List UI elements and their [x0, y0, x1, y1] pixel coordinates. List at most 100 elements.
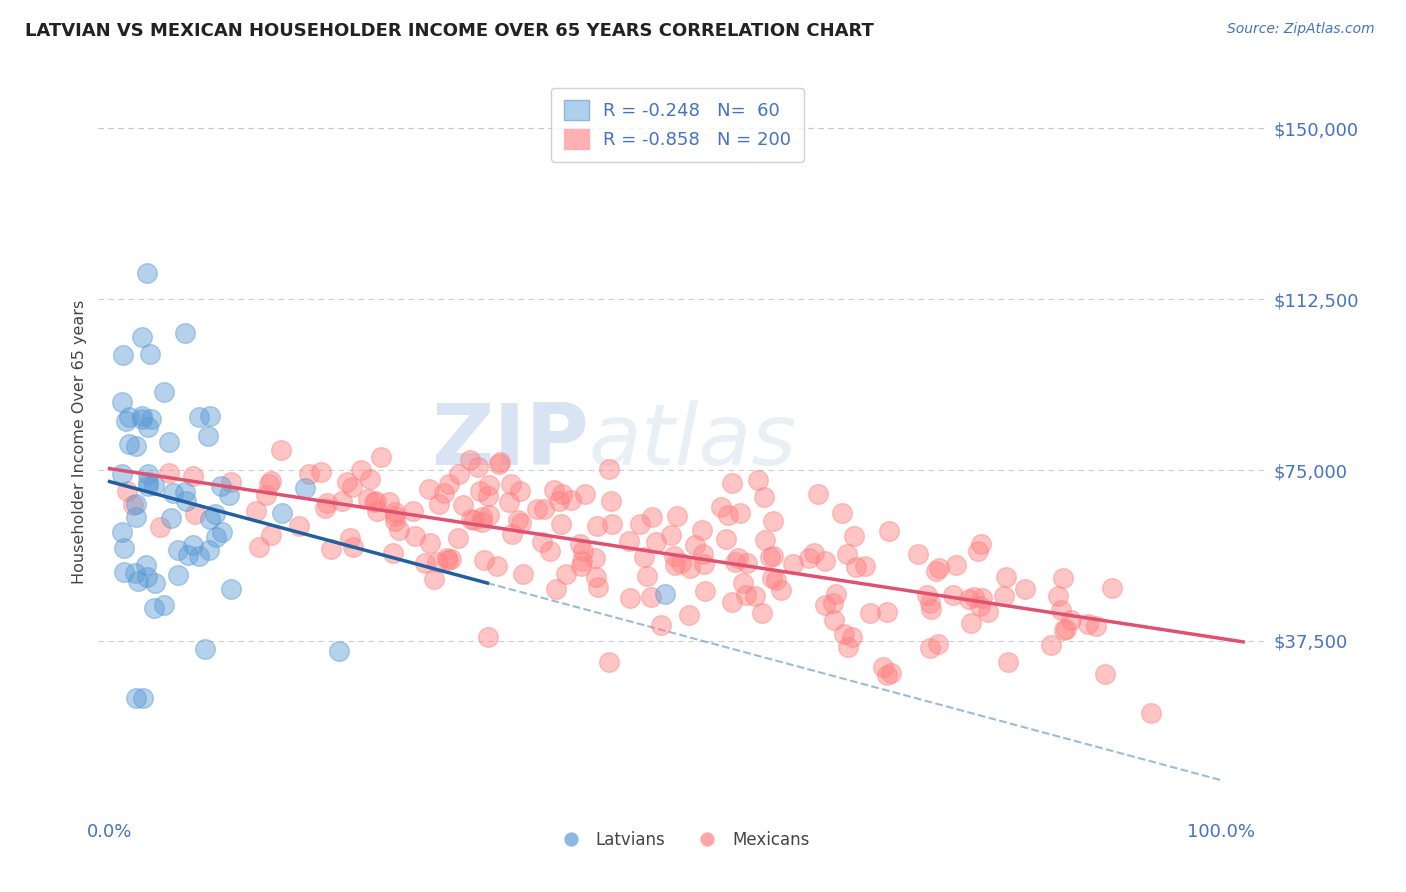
Point	[460, 512, 482, 526]
Point	[194, 641, 217, 656]
Point	[112, 541, 135, 556]
Point	[928, 561, 950, 575]
Point	[531, 534, 554, 549]
Point	[650, 617, 672, 632]
Point	[136, 479, 159, 493]
Point	[187, 409, 209, 424]
Point	[598, 655, 620, 669]
Point	[970, 537, 993, 551]
Point	[387, 524, 409, 538]
Point	[330, 493, 353, 508]
Point	[853, 559, 876, 574]
Point	[427, 497, 450, 511]
Point	[997, 655, 1019, 669]
Point	[501, 527, 523, 541]
Point	[560, 493, 582, 508]
Point	[665, 509, 688, 524]
Point	[845, 560, 868, 574]
Point	[111, 525, 134, 540]
Point	[219, 475, 242, 490]
Point	[458, 452, 481, 467]
Point	[181, 538, 204, 552]
Point	[245, 503, 267, 517]
Point	[572, 544, 595, 558]
Point	[831, 506, 853, 520]
Point	[574, 486, 596, 500]
Point	[837, 640, 859, 655]
Point	[619, 591, 641, 605]
Point	[247, 540, 270, 554]
Point	[825, 587, 848, 601]
Point	[463, 512, 485, 526]
Point	[759, 549, 782, 564]
Point	[963, 590, 986, 604]
Point	[418, 482, 440, 496]
Point	[366, 494, 388, 508]
Point	[942, 588, 965, 602]
Point	[814, 553, 837, 567]
Point	[692, 547, 714, 561]
Point	[679, 561, 702, 575]
Point	[157, 435, 180, 450]
Point	[721, 475, 744, 490]
Point	[1014, 582, 1036, 596]
Point	[342, 480, 364, 494]
Point	[1053, 624, 1076, 638]
Point	[671, 556, 693, 570]
Point	[832, 627, 855, 641]
Point	[413, 556, 436, 570]
Point	[993, 590, 1015, 604]
Point	[363, 495, 385, 509]
Point	[298, 467, 321, 481]
Point	[664, 558, 686, 573]
Point	[628, 517, 651, 532]
Point	[1085, 619, 1108, 633]
Point	[342, 541, 364, 555]
Point	[555, 566, 578, 581]
Point	[823, 596, 845, 610]
Point	[419, 536, 441, 550]
Point	[142, 601, 165, 615]
Point	[339, 531, 361, 545]
Point	[1054, 622, 1077, 636]
Point	[571, 554, 593, 568]
Point	[198, 543, 221, 558]
Point	[770, 582, 793, 597]
Point	[384, 514, 406, 528]
Point	[716, 532, 738, 546]
Point	[198, 409, 221, 423]
Point	[876, 668, 898, 682]
Y-axis label: Householder Income Over 65 years: Householder Income Over 65 years	[72, 300, 87, 583]
Point	[136, 475, 159, 489]
Point	[842, 529, 865, 543]
Point	[823, 613, 845, 627]
Point	[600, 516, 623, 531]
Point	[690, 523, 713, 537]
Point	[876, 605, 898, 619]
Point	[467, 459, 489, 474]
Point	[260, 527, 283, 541]
Point	[472, 553, 495, 567]
Point	[111, 467, 134, 481]
Point	[499, 477, 522, 491]
Point	[762, 549, 785, 563]
Point	[468, 483, 491, 498]
Point	[641, 510, 664, 524]
Point	[1139, 706, 1161, 720]
Point	[477, 489, 499, 503]
Point	[136, 467, 159, 482]
Point	[143, 477, 166, 491]
Point	[814, 598, 837, 612]
Text: Source: ZipAtlas.com: Source: ZipAtlas.com	[1227, 22, 1375, 37]
Point	[446, 531, 468, 545]
Point	[118, 437, 141, 451]
Point	[550, 487, 572, 501]
Point	[841, 631, 863, 645]
Point	[543, 483, 565, 498]
Point	[752, 491, 775, 505]
Point	[350, 463, 373, 477]
Point	[970, 591, 993, 605]
Point	[498, 495, 520, 509]
Point	[1050, 602, 1073, 616]
Point	[121, 498, 143, 512]
